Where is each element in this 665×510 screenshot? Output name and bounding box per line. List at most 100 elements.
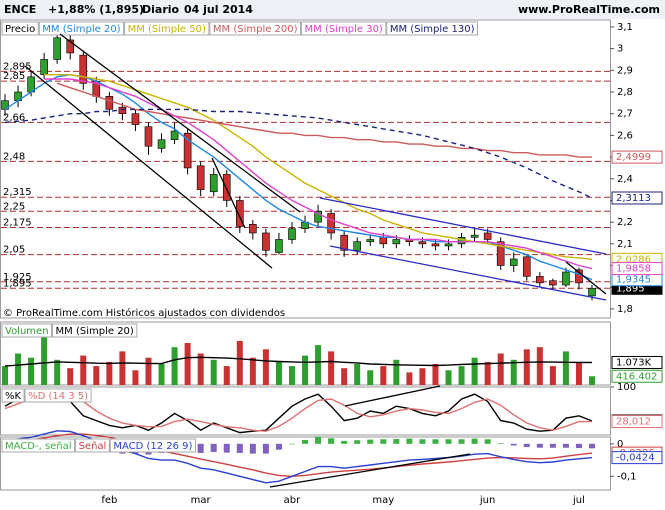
candle-body	[327, 213, 335, 234]
candle-body	[536, 276, 544, 284]
candle-body	[366, 239, 375, 242]
candle-body	[236, 200, 244, 227]
y-tick-label: -0,1	[617, 471, 637, 482]
level-label: 2,66	[3, 112, 25, 123]
bar	[341, 440, 348, 444]
chart-note: © ProRealTime.com Históricos ajustados c…	[3, 307, 285, 319]
legend-label: Señal	[79, 441, 107, 452]
bar	[171, 347, 178, 385]
bar	[328, 438, 335, 444]
legend-box	[52, 323, 138, 338]
bar	[106, 361, 113, 385]
candle-body	[196, 165, 205, 190]
panel-frame	[0, 19, 611, 319]
y-tick-label: 2,7	[617, 109, 633, 120]
bar	[197, 443, 204, 453]
candle-body	[118, 106, 127, 114]
y-tick-label: 3,1	[617, 22, 633, 33]
bar	[510, 443, 517, 446]
channel-line	[329, 245, 607, 301]
panel: 416.402 1.073K Volumen MM (Simple 20)	[0, 321, 663, 386]
bar	[119, 351, 126, 385]
bar	[223, 443, 230, 453]
bar	[471, 438, 478, 444]
candle-body	[483, 232, 492, 240]
candle-body	[379, 237, 388, 245]
bar	[523, 349, 530, 385]
legend-box	[109, 438, 196, 453]
bar	[67, 368, 74, 385]
level-label: 2,85	[3, 71, 25, 82]
candle-body	[522, 256, 531, 277]
bar	[432, 364, 439, 385]
x-tick-label: jul	[572, 495, 585, 506]
x-tick-label: jun	[479, 495, 495, 506]
panel: 10029.16728,012%K%D (14 3 5)	[0, 382, 663, 436]
legend-label: MM (Simple 50)	[128, 24, 206, 35]
value-label: -0,0424	[616, 453, 655, 464]
level-label: 1,895	[3, 278, 32, 289]
bar	[41, 324, 48, 385]
bar	[575, 443, 582, 449]
bar	[249, 443, 256, 454]
bar	[419, 439, 426, 444]
level-label: 2,05	[3, 245, 25, 256]
level-label: 1,925	[3, 272, 32, 283]
trend-line	[211, 157, 246, 229]
candle-body	[209, 174, 218, 193]
ticker: ENCE	[4, 3, 36, 16]
level-label: 2,895	[3, 61, 32, 72]
legend-label: Precio	[5, 24, 35, 35]
candle-body	[431, 243, 440, 247]
candle-body	[392, 239, 401, 245]
candle-body	[314, 210, 322, 223]
candle-body	[496, 241, 505, 266]
bar	[288, 443, 295, 445]
bar	[210, 443, 217, 452]
bar	[236, 443, 243, 453]
candle-body	[249, 224, 257, 234]
bar	[367, 370, 374, 385]
series-line	[4, 388, 593, 434]
bar	[380, 366, 387, 385]
legend-box	[38, 21, 125, 36]
bar	[367, 439, 374, 444]
trend-line	[59, 33, 301, 213]
candle-body	[549, 280, 557, 286]
candle-body	[418, 241, 427, 245]
bar	[275, 443, 282, 450]
bar	[93, 366, 100, 385]
candle-body	[562, 271, 570, 286]
candle-body	[353, 241, 362, 251]
legend-box	[24, 388, 92, 403]
candle-body	[157, 139, 166, 149]
bar	[575, 361, 582, 385]
series-line	[4, 392, 592, 432]
legend-label: MM (Simple 30)	[305, 24, 383, 35]
bar	[28, 357, 35, 385]
y-tick-label: 2,8	[617, 87, 633, 98]
legend-box	[75, 438, 110, 453]
bar	[15, 353, 22, 385]
bar	[419, 368, 426, 385]
bar	[536, 347, 543, 385]
bar	[406, 372, 413, 385]
level-label: 2,25	[3, 201, 25, 212]
bar	[236, 340, 243, 385]
bar	[549, 443, 556, 448]
bar	[145, 357, 152, 385]
site: www.ProRealTime.com	[518, 3, 660, 16]
legend-box	[1, 388, 25, 403]
value-label: 2,0286	[616, 254, 651, 265]
panel-frame	[0, 386, 611, 436]
bar	[315, 436, 322, 444]
bar	[458, 439, 465, 444]
bar	[315, 345, 322, 385]
y-tick-label: 0	[617, 439, 623, 450]
bar	[589, 376, 595, 385]
candle-body	[66, 39, 75, 54]
bar	[536, 443, 543, 448]
value-label: 2,3113	[616, 193, 651, 204]
